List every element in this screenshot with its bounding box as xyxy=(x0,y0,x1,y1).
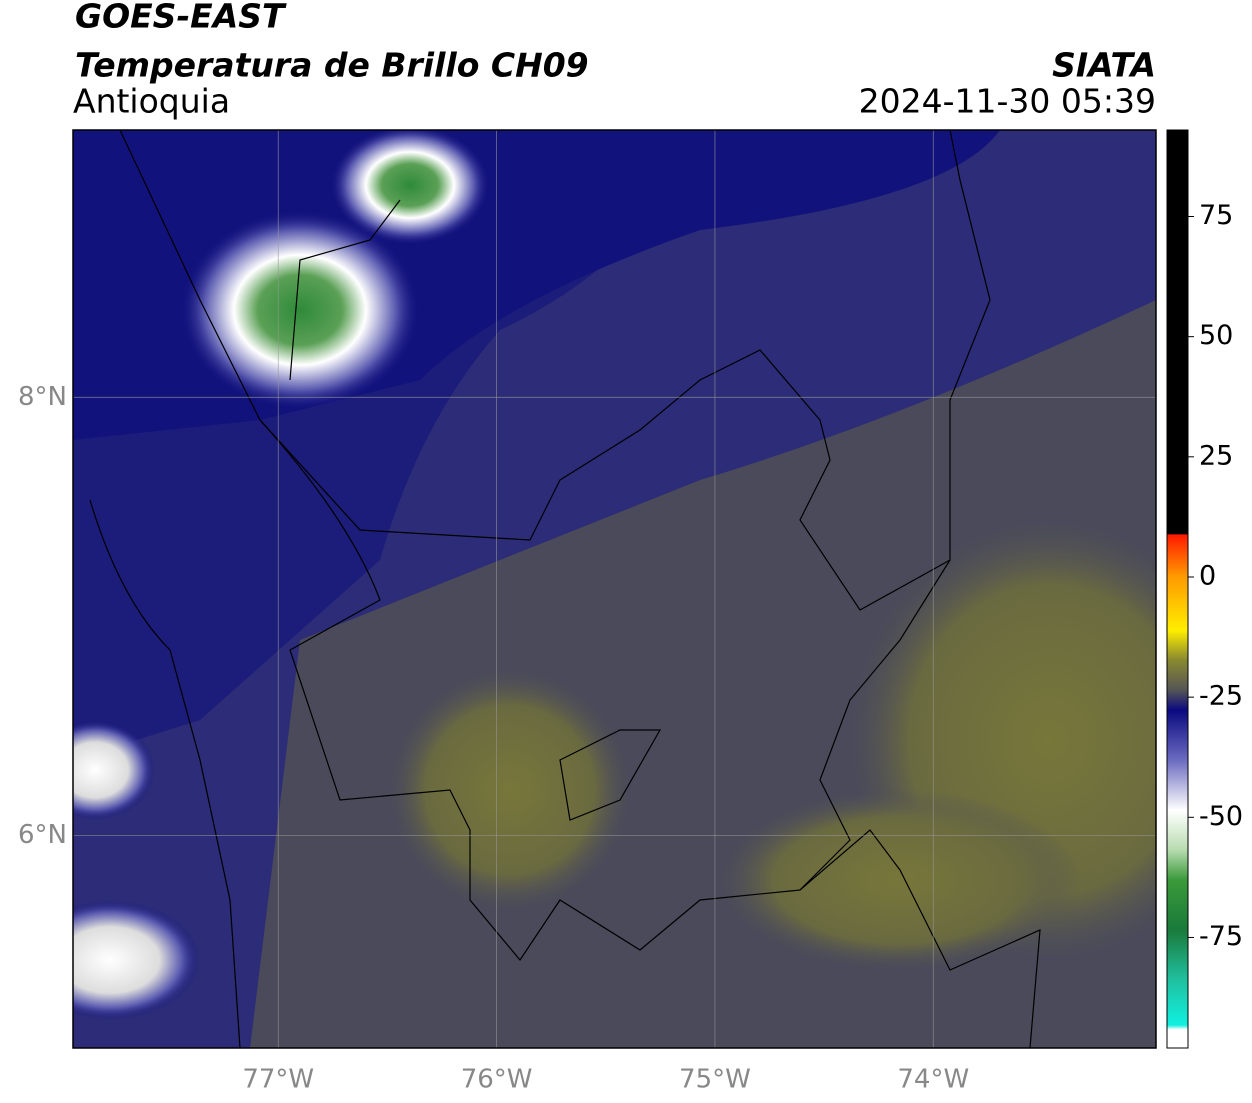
x-tick-label: 76°W xyxy=(461,1065,533,1095)
x-tick-label: 77°W xyxy=(242,1065,314,1095)
source: SIATA xyxy=(1052,46,1156,85)
colorbar-tick-label: 25 xyxy=(1199,440,1233,471)
colorbar-tick-label: -50 xyxy=(1199,801,1243,832)
subtitle: Temperatura de Brillo CH09 xyxy=(75,46,589,85)
colorbar-tick-label: 0 xyxy=(1199,560,1216,591)
map-image xyxy=(73,130,1156,1048)
timestamp: 2024-11-30 05:39 xyxy=(859,82,1156,121)
y-tick-label: 8°N xyxy=(18,382,67,412)
region: Antioquia xyxy=(73,82,230,121)
y-tick-label: 6°N xyxy=(18,820,67,850)
title: GOES-EAST xyxy=(75,0,287,36)
x-tick-label: 75°W xyxy=(679,1065,751,1095)
colorbar-tick-label: 75 xyxy=(1199,200,1233,231)
x-tick-label: 74°W xyxy=(897,1065,969,1095)
map-frame xyxy=(72,129,1157,1049)
grid xyxy=(73,130,1156,1048)
colorbar-tick-label: 50 xyxy=(1199,320,1233,351)
colorbar-tick-label: -25 xyxy=(1199,681,1243,712)
colorbar-tick-label: -75 xyxy=(1199,921,1243,952)
colorbar xyxy=(1166,129,1189,1049)
